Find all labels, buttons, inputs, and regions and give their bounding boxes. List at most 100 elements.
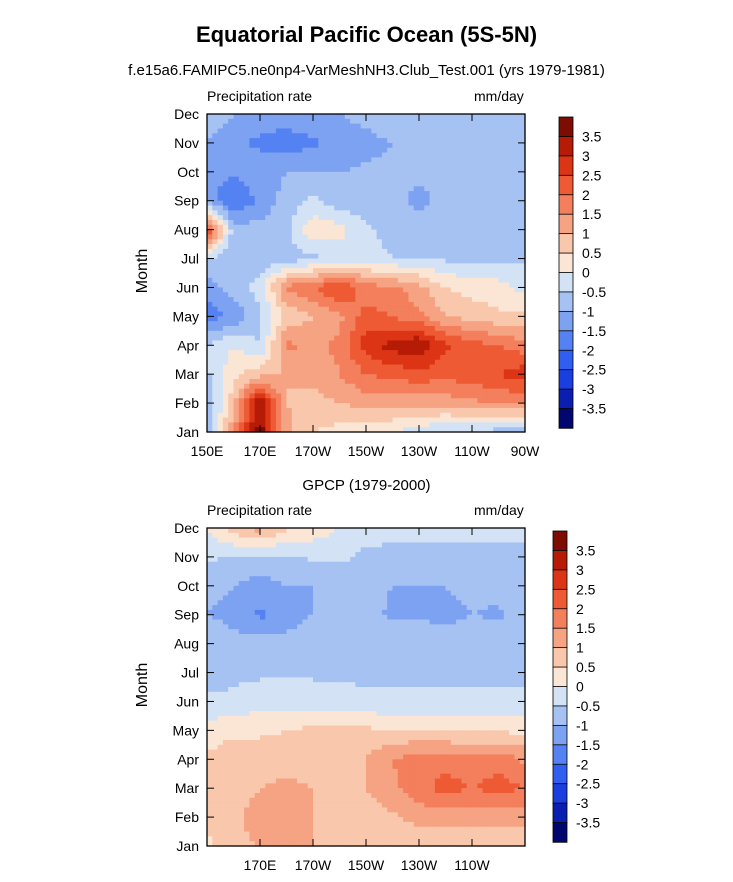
heat-cell [403, 326, 409, 332]
heat-cell [318, 581, 325, 587]
heat-cell [323, 354, 330, 361]
heat-cell [355, 162, 362, 168]
heat-cell [302, 528, 309, 534]
heat-cell [238, 118, 245, 125]
heat-cell [217, 191, 224, 197]
heat-cell [366, 581, 372, 587]
heat-cell [238, 162, 245, 168]
heat-cell [260, 369, 266, 375]
heat-cell [212, 316, 219, 322]
heat-cell [228, 273, 235, 279]
heat-cell [323, 359, 330, 366]
heat-cell [493, 205, 500, 211]
heat-cell [228, 552, 235, 558]
heat-cell [323, 142, 330, 149]
heat-cell [381, 133, 388, 139]
heat-cell [360, 576, 367, 582]
heat-cell [281, 142, 288, 149]
heat-cell [371, 210, 378, 216]
heat-cell [328, 248, 335, 255]
heat-cell [249, 388, 256, 395]
heat-cell [366, 244, 372, 250]
heat-cell [286, 181, 293, 187]
heat-cell [493, 374, 500, 380]
heat-cell [212, 595, 219, 601]
heat-cell [450, 220, 457, 226]
heat-cell [323, 316, 330, 322]
heat-cell [397, 571, 404, 577]
heat-cell [260, 364, 266, 370]
heat-cell [323, 321, 330, 327]
heat-cell [445, 379, 452, 385]
heat-cell [493, 287, 500, 293]
heat-cell [397, 171, 404, 178]
heat-cell [503, 326, 510, 332]
heat-cell [270, 379, 277, 385]
heat-cell [286, 590, 293, 597]
heat-cell [360, 114, 367, 120]
heat-cell [323, 364, 330, 370]
heat-cell [424, 369, 431, 375]
heat-cell [244, 427, 250, 433]
heat-cell [509, 528, 515, 534]
heat-cell [286, 595, 293, 601]
heat-cell [482, 412, 489, 419]
heat-cell [482, 123, 489, 130]
heat-cell [397, 191, 404, 197]
heat-cell [307, 195, 314, 202]
heat-cell [487, 383, 494, 390]
heat-cell [472, 571, 478, 577]
heat-cell [228, 162, 235, 168]
heat-cell [498, 234, 505, 240]
heat-cell [281, 571, 288, 577]
heat-cell [360, 417, 367, 423]
heat-cell [350, 576, 356, 582]
heat-cell [434, 147, 441, 154]
heat-cell [434, 152, 441, 158]
heat-cell [222, 407, 229, 414]
heat-cell [440, 224, 447, 231]
heat-cell [376, 412, 383, 419]
heat-cell [445, 210, 452, 216]
heat-cell [392, 532, 399, 539]
heat-cell [381, 210, 388, 216]
heat-cell [286, 528, 293, 534]
heat-cell [397, 152, 404, 158]
heat-cell [440, 369, 447, 375]
heat-cell [339, 133, 346, 139]
heat-cell [355, 340, 362, 346]
heat-cell [212, 427, 219, 433]
heat-cell [434, 244, 441, 250]
heat-cell [419, 248, 425, 255]
heat-cell [344, 585, 351, 592]
heat-cell [275, 258, 282, 264]
heat-cell [397, 581, 404, 587]
heat-cell [222, 273, 229, 279]
heat-cell [519, 311, 526, 317]
heat-cell [217, 114, 224, 120]
heat-cell [233, 398, 240, 404]
heat-cell [408, 287, 415, 293]
heat-cell [514, 354, 521, 361]
heat-cell [334, 330, 341, 337]
heat-cell [281, 118, 288, 125]
heat-cell [397, 157, 404, 163]
heat-cell [260, 263, 266, 269]
heat-cell [371, 133, 378, 139]
heat-cell [493, 330, 500, 337]
heat-cell [466, 167, 473, 173]
heat-cell [344, 407, 351, 414]
heat-cell [482, 114, 489, 120]
heat-cell [244, 581, 250, 587]
heat-cell [477, 224, 484, 231]
heat-cell [254, 576, 261, 582]
heat-cell [387, 118, 394, 125]
heat-cell [307, 571, 314, 577]
heat-cell [429, 157, 436, 163]
heat-cell [265, 167, 272, 173]
heat-cell [429, 152, 436, 158]
heat-cell [381, 268, 388, 274]
heat-cell [275, 566, 282, 572]
heat-cell [286, 326, 293, 332]
heat-cell [482, 547, 489, 553]
